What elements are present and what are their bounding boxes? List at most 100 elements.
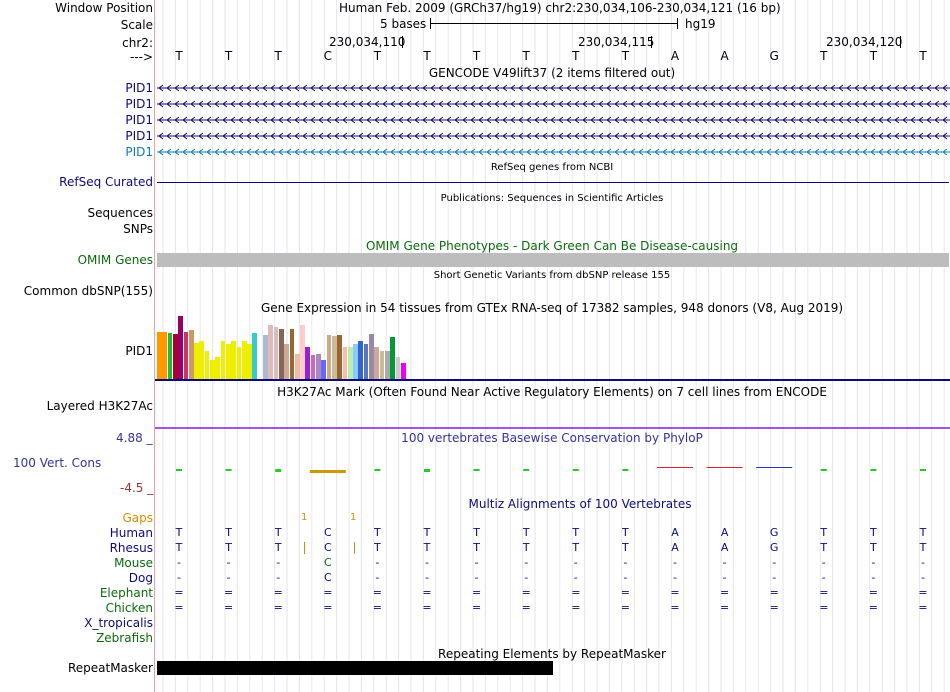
multiz-species-label[interactable]: Human — [109, 526, 153, 540]
strand-arrow — [510, 116, 516, 124]
gtex-bar[interactable] — [400, 363, 406, 379]
gtex-bar[interactable] — [331, 336, 337, 379]
gtex-bar[interactable] — [342, 347, 348, 379]
gencode-item-label[interactable]: PID1 — [125, 113, 153, 127]
gtex-bar[interactable] — [178, 316, 183, 379]
gtex-bar[interactable] — [220, 341, 226, 379]
multiz-species-label[interactable]: Elephant — [99, 586, 153, 600]
gtex-bar[interactable] — [310, 355, 316, 379]
gtex-bar[interactable] — [236, 347, 242, 379]
gtex-bar[interactable] — [395, 357, 401, 379]
strand-arrow — [638, 132, 644, 140]
strand-arrow — [814, 132, 820, 140]
gtex-bar[interactable] — [278, 329, 284, 379]
strand-arrow — [502, 84, 508, 92]
phylop-label[interactable]: 100 Vert. Cons — [13, 456, 102, 470]
multiz-species-label[interactable]: Dog — [128, 571, 153, 585]
multiz-species-label[interactable]: Rhesus — [109, 541, 153, 555]
refseq-label[interactable]: RefSeq Curated — [59, 175, 153, 189]
gtex-bar[interactable] — [194, 343, 199, 379]
gtex-bar[interactable] — [294, 354, 300, 379]
gencode-transcript-line[interactable] — [157, 130, 950, 142]
gtex-bar[interactable] — [321, 360, 327, 379]
gtex-bar[interactable] — [172, 334, 178, 379]
strand-arrow — [470, 132, 476, 140]
gtex-bar[interactable] — [273, 327, 279, 379]
gtex-bar[interactable] — [204, 351, 210, 379]
gencode-item-label[interactable]: PID1 — [125, 129, 153, 143]
multiz-base: T — [175, 541, 183, 554]
strand-arrow — [758, 84, 764, 92]
gtex-bar[interactable] — [263, 335, 268, 379]
gencode-transcript-line[interactable] — [157, 98, 950, 110]
gtex-bar[interactable] — [358, 341, 364, 379]
gtex-bar[interactable] — [347, 347, 353, 379]
strand-arrow — [606, 84, 612, 92]
gtex-bar[interactable] — [252, 333, 258, 379]
strand-arrow — [902, 116, 908, 124]
gtex-bar[interactable] — [390, 337, 395, 379]
dbsnp-label[interactable]: Common dbSNP(155) — [23, 284, 153, 298]
gtex-bar[interactable] — [337, 335, 342, 379]
omim-label[interactable]: OMIM Genes — [77, 253, 153, 267]
gtex-bar[interactable] — [316, 354, 321, 379]
gtex-bar[interactable] — [363, 344, 369, 379]
multiz-species-label[interactable]: Zebrafish — [96, 631, 153, 645]
omim-bar[interactable] — [157, 253, 949, 267]
strand-arrow — [230, 132, 236, 140]
gtex-bar[interactable] — [284, 344, 289, 379]
phylop-plot[interactable] — [155, 455, 950, 480]
gencode-item-label[interactable]: PID1 — [125, 145, 153, 159]
strand-arrow — [582, 84, 588, 92]
multiz-base: T — [820, 526, 828, 539]
publications-sequences-label[interactable]: Sequences — [87, 206, 153, 220]
gtex-bar[interactable] — [183, 332, 189, 379]
strand-arrow — [158, 100, 164, 108]
multiz-gaps-label[interactable]: Gaps — [122, 511, 153, 525]
strand-arrow — [526, 84, 532, 92]
gtex-bar[interactable] — [369, 334, 374, 379]
strand-arrow — [534, 132, 540, 140]
gtex-bar[interactable] — [247, 344, 252, 379]
gtex-bar[interactable] — [289, 329, 295, 379]
gencode-item-label[interactable]: PID1 — [125, 81, 153, 95]
gtex-bar[interactable] — [326, 335, 332, 379]
strand-arrow — [606, 100, 612, 108]
strand-arrow — [494, 116, 500, 124]
gtex-bar[interactable] — [215, 357, 221, 379]
gtex-bar[interactable] — [379, 351, 385, 379]
publications-snps-label[interactable]: SNPs — [123, 222, 153, 236]
gtex-bar[interactable] — [199, 341, 205, 379]
gencode-transcript-line[interactable] — [157, 146, 950, 158]
gencode-transcript-line[interactable] — [157, 114, 950, 126]
gtex-bar[interactable] — [162, 332, 168, 379]
strand-arrow — [934, 84, 940, 92]
gtex-bar[interactable] — [188, 330, 194, 379]
gtex-bar[interactable] — [167, 333, 173, 379]
gtex-bar[interactable] — [225, 344, 231, 379]
gencode-transcript-line[interactable] — [157, 82, 950, 94]
repeatmasker-bar[interactable] — [157, 661, 553, 675]
strand-arrow — [270, 84, 276, 92]
gtex-bar[interactable] — [374, 347, 380, 379]
gencode-item-label[interactable]: PID1 — [125, 97, 153, 111]
gtex-bar[interactable] — [353, 344, 358, 379]
multiz-species-label[interactable]: Chicken — [105, 601, 153, 615]
gtex-bar[interactable] — [231, 341, 236, 379]
gtex-bar[interactable] — [384, 351, 390, 379]
gtex-bar[interactable] — [241, 341, 247, 379]
multiz-base: G — [769, 541, 779, 554]
gtex-bar[interactable] — [300, 325, 305, 379]
strand-arrow — [670, 148, 676, 156]
gtex-bar[interactable] — [210, 360, 215, 379]
multiz-species-label[interactable]: X_tropicalis — [84, 616, 153, 630]
gtex-label[interactable]: PID1 — [125, 344, 153, 358]
multiz-species-label[interactable]: Mouse — [114, 556, 153, 570]
strand-arrow — [270, 116, 276, 124]
gtex-bar[interactable] — [157, 332, 162, 379]
multiz-base: = — [571, 601, 581, 614]
h3k27ac-label[interactable]: Layered H3K27Ac — [46, 399, 153, 413]
gtex-bar[interactable] — [268, 325, 274, 379]
repeatmasker-label[interactable]: RepeatMasker — [67, 661, 153, 675]
gtex-bar[interactable] — [305, 347, 311, 379]
